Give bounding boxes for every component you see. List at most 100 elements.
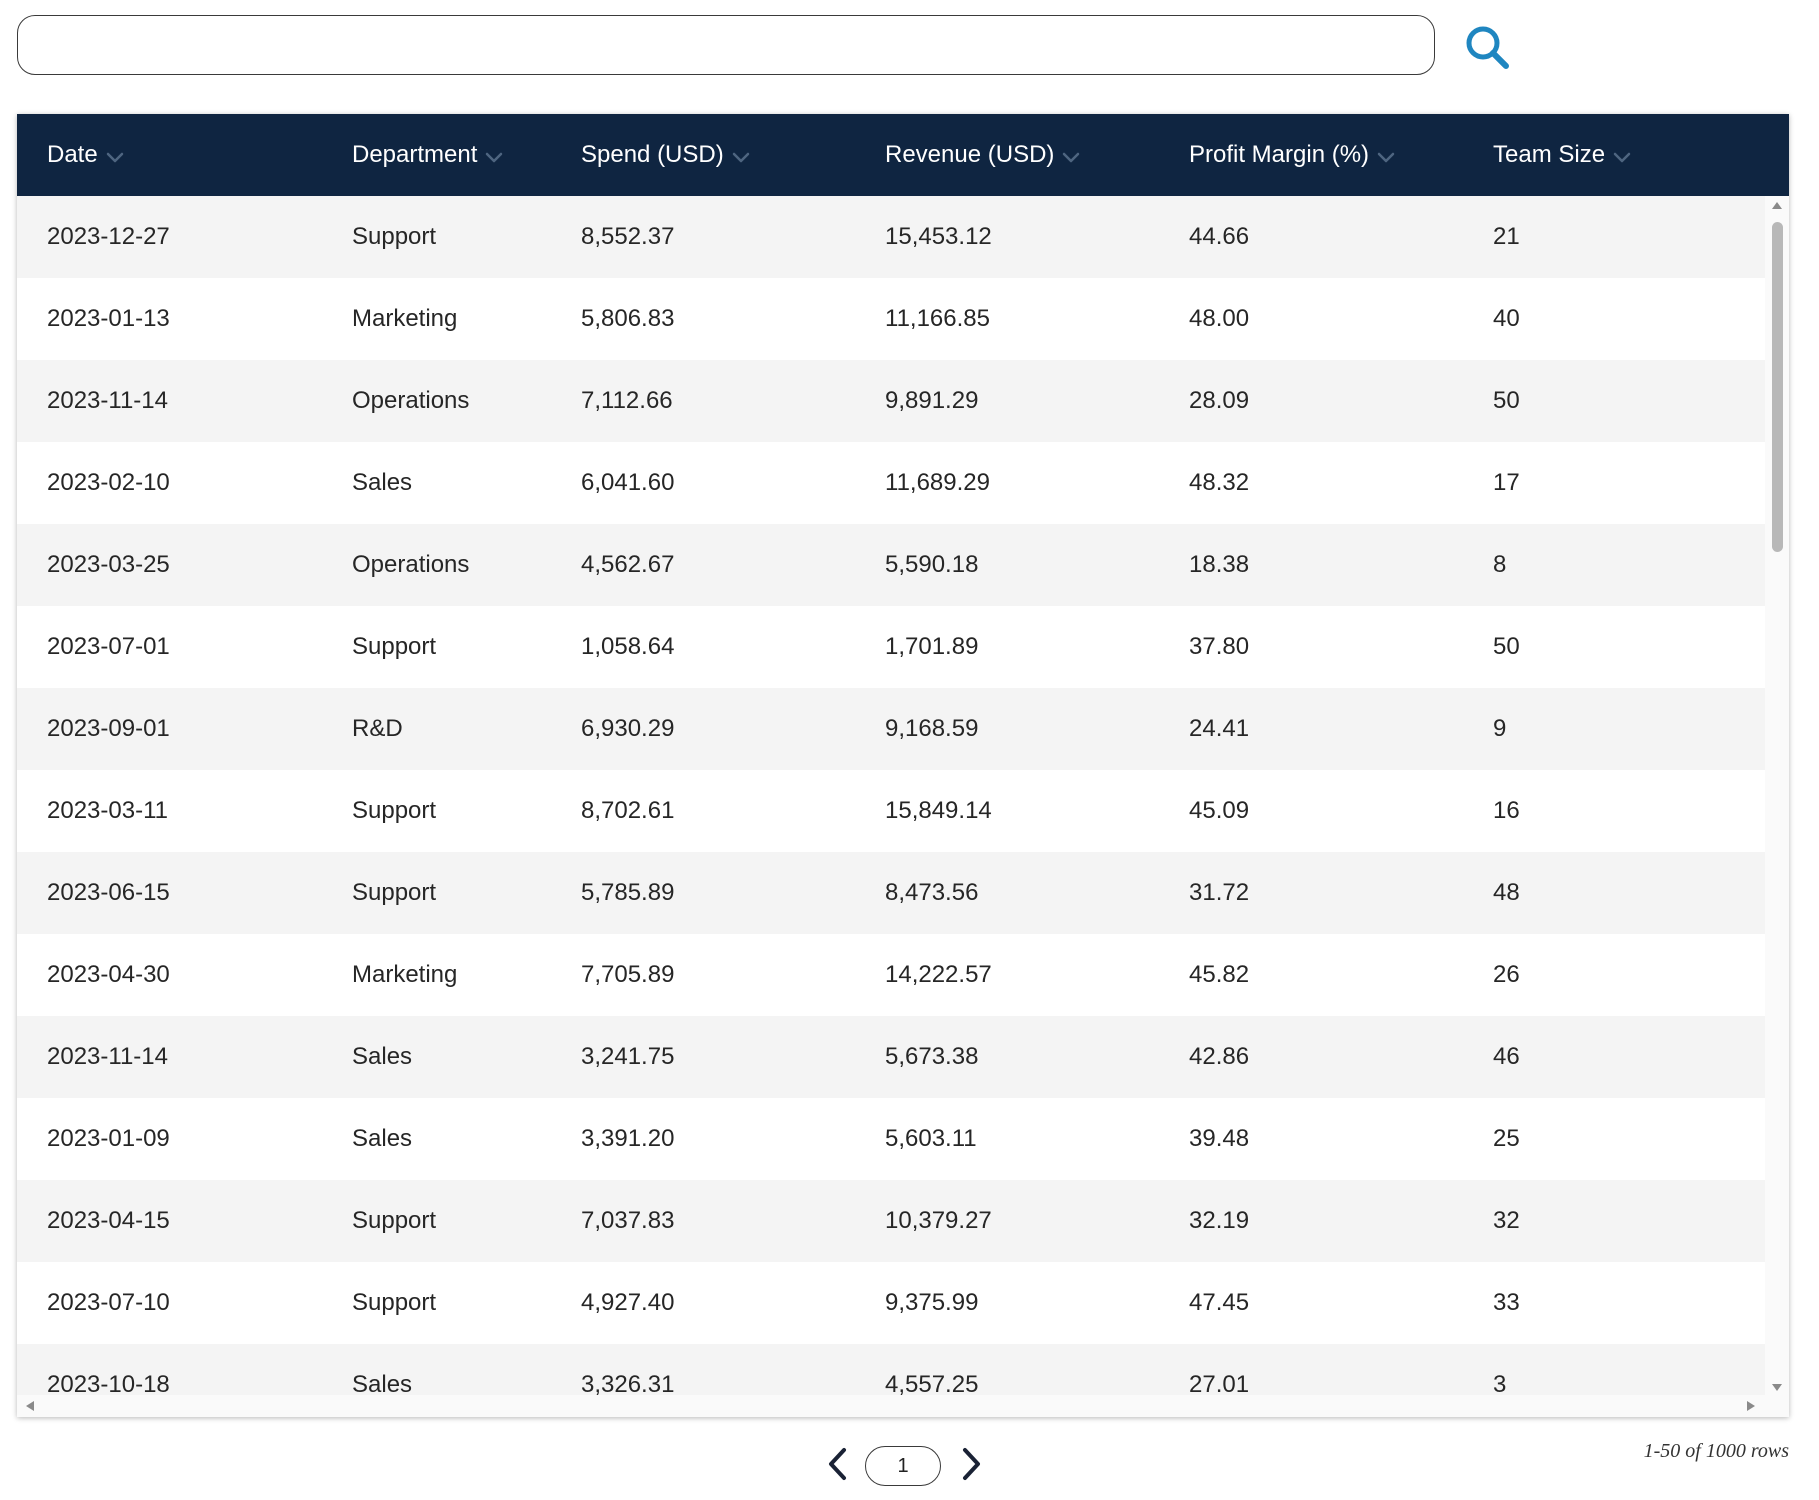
cell-department: Support <box>352 879 437 906</box>
cell-date: 2023-09-01 <box>47 715 170 742</box>
scroll-down-icon[interactable] <box>1772 1384 1782 1391</box>
cell-revenue: 5,603.11 <box>885 1125 977 1152</box>
cell-date: 2023-06-15 <box>47 879 170 906</box>
cell-department: Sales <box>352 1043 413 1070</box>
cell-spend: 8,552.37 <box>581 223 675 250</box>
cell-date: 2023-12-27 <box>47 223 170 250</box>
table-row[interactable]: 2023-04-30 Marketing 7,705.89 14,222.57 45.8… <box>17 934 1765 1016</box>
table-row[interactable]: 2023-06-15 Support 5,785.89 8,473.56 31.72 48 <box>17 852 1765 934</box>
table-header: Date Department Spend (USD) Revenue (USD) Pr… <box>17 114 1789 196</box>
cell-spend: 3,326.31 <box>581 1371 675 1395</box>
cell-revenue: 1,701.89 <box>885 633 979 660</box>
column-header-team-size[interactable]: Team Size <box>1493 114 1631 196</box>
cell-revenue: 9,891.29 <box>885 387 979 414</box>
cell-revenue: 15,849.14 <box>885 797 992 824</box>
scroll-up-icon[interactable] <box>1772 202 1782 209</box>
table-row[interactable]: 2023-09-01 R&D 6,930.29 9,168.59 24.41 9 <box>17 688 1765 770</box>
cell-spend: 3,391.20 <box>581 1125 675 1152</box>
cell-department: Support <box>352 1207 437 1234</box>
column-header-label: Team Size <box>1493 141 1606 168</box>
cell-team-size: 16 <box>1493 797 1520 824</box>
cell-profit-margin: 24.41 <box>1189 715 1250 742</box>
table-row[interactable]: 2023-04-15 Support 7,037.83 10,379.27 32.19 3… <box>17 1180 1765 1262</box>
cell-department: Marketing <box>352 305 458 332</box>
cell-profit-margin: 48.32 <box>1189 469 1250 496</box>
table-row[interactable]: 2023-01-09 Sales 3,391.20 5,603.11 39.48 25 <box>17 1098 1765 1180</box>
cell-revenue: 14,222.57 <box>885 961 992 988</box>
scroll-right-icon[interactable] <box>1747 1401 1755 1411</box>
cell-department: Support <box>352 633 437 660</box>
cell-spend: 6,041.60 <box>581 469 675 496</box>
cell-profit-margin: 44.66 <box>1189 223 1250 250</box>
column-header-date[interactable]: Date <box>47 114 124 196</box>
cell-team-size: 9 <box>1493 715 1507 742</box>
table-row[interactable]: 2023-10-18 Sales 3,326.31 4,557.25 27.01 3 <box>17 1344 1765 1395</box>
cell-revenue: 11,689.29 <box>885 469 990 496</box>
page-number-input[interactable] <box>865 1446 941 1486</box>
cell-spend: 5,806.83 <box>581 305 675 332</box>
cell-spend: 5,785.89 <box>581 879 675 906</box>
cell-profit-margin: 45.82 <box>1189 961 1250 988</box>
cell-team-size: 46 <box>1493 1043 1520 1070</box>
cell-team-size: 50 <box>1493 387 1520 414</box>
cell-date: 2023-03-25 <box>47 551 170 578</box>
cell-spend: 7,705.89 <box>581 961 675 988</box>
cell-team-size: 50 <box>1493 633 1520 660</box>
horizontal-scrollbar[interactable] <box>17 1395 1789 1417</box>
column-header-department[interactable]: Department <box>352 114 503 196</box>
row-count-label: 1-50 of 1000 rows <box>1643 1440 1789 1462</box>
chevron-down-icon <box>106 152 124 164</box>
cell-date: 2023-07-10 <box>47 1289 170 1316</box>
column-header-revenue[interactable]: Revenue (USD) <box>885 114 1080 196</box>
table-row[interactable]: 2023-02-10 Sales 6,041.60 11,689.29 48.32 17 <box>17 442 1765 524</box>
cell-department: Operations <box>352 551 470 578</box>
cell-revenue: 9,375.99 <box>885 1289 979 1316</box>
cell-profit-margin: 28.09 <box>1189 387 1250 414</box>
vertical-scroll-thumb[interactable] <box>1772 222 1783 552</box>
cell-team-size: 21 <box>1493 223 1520 250</box>
cell-profit-margin: 27.01 <box>1189 1371 1250 1395</box>
vertical-scrollbar[interactable] <box>1765 196 1789 1395</box>
cell-team-size: 32 <box>1493 1207 1520 1234</box>
chevron-down-icon <box>1613 152 1631 164</box>
cell-profit-margin: 39.48 <box>1189 1125 1250 1152</box>
table-row[interactable]: 2023-01-13 Marketing 5,806.83 11,166.85 48.0… <box>17 278 1765 360</box>
search-input[interactable] <box>17 15 1435 75</box>
cell-revenue: 8,473.56 <box>885 879 979 906</box>
table-row[interactable]: 2023-03-25 Operations 4,562.67 5,590.18 18.3… <box>17 524 1765 606</box>
cell-revenue: 9,168.59 <box>885 715 979 742</box>
previous-page-button[interactable] <box>818 1442 858 1490</box>
table-row[interactable]: 2023-12-27 Support 8,552.37 15,453.12 44.66 2… <box>17 196 1765 278</box>
cell-department: Support <box>352 223 437 250</box>
chevron-down-icon <box>485 152 503 164</box>
cell-department: Support <box>352 1289 437 1316</box>
cell-revenue: 5,673.38 <box>885 1043 979 1070</box>
cell-spend: 6,930.29 <box>581 715 675 742</box>
cell-date: 2023-11-14 <box>47 1043 168 1070</box>
table-row[interactable]: 2023-11-14 Sales 3,241.75 5,673.38 42.86 46 <box>17 1016 1765 1098</box>
cell-team-size: 3 <box>1493 1371 1507 1395</box>
column-header-label: Department <box>352 141 478 168</box>
table-row[interactable]: 2023-07-01 Support 1,058.64 1,701.89 37.80 50 <box>17 606 1765 688</box>
column-header-spend[interactable]: Spend (USD) <box>581 114 750 196</box>
scroll-left-icon[interactable] <box>26 1401 34 1411</box>
cell-spend: 1,058.64 <box>581 633 675 660</box>
next-page-button[interactable] <box>951 1442 991 1490</box>
data-table: Date Department Spend (USD) Revenue (USD) Pr… <box>17 114 1789 1417</box>
search-button[interactable] <box>1458 20 1518 80</box>
cell-revenue: 4,557.25 <box>885 1371 979 1395</box>
table-row[interactable]: 2023-03-11 Support 8,702.61 15,849.14 45.09 1… <box>17 770 1765 852</box>
cell-team-size: 17 <box>1493 469 1520 496</box>
cell-department: Sales <box>352 1371 413 1395</box>
column-header-profit-margin[interactable]: Profit Margin (%) <box>1189 114 1395 196</box>
search-icon <box>1463 23 1513 78</box>
column-header-label: Profit Margin (%) <box>1189 141 1370 168</box>
table-row[interactable]: 2023-07-10 Support 4,927.40 9,375.99 47.45 33 <box>17 1262 1765 1344</box>
chevron-down-icon <box>732 152 750 164</box>
cell-department: Operations <box>352 387 470 414</box>
cell-department: Sales <box>352 1125 413 1152</box>
cell-revenue: 10,379.27 <box>885 1207 992 1234</box>
cell-profit-margin: 45.09 <box>1189 797 1250 824</box>
table-row[interactable]: 2023-11-14 Operations 7,112.66 9,891.29 28.0… <box>17 360 1765 442</box>
cell-spend: 4,562.67 <box>581 551 675 578</box>
